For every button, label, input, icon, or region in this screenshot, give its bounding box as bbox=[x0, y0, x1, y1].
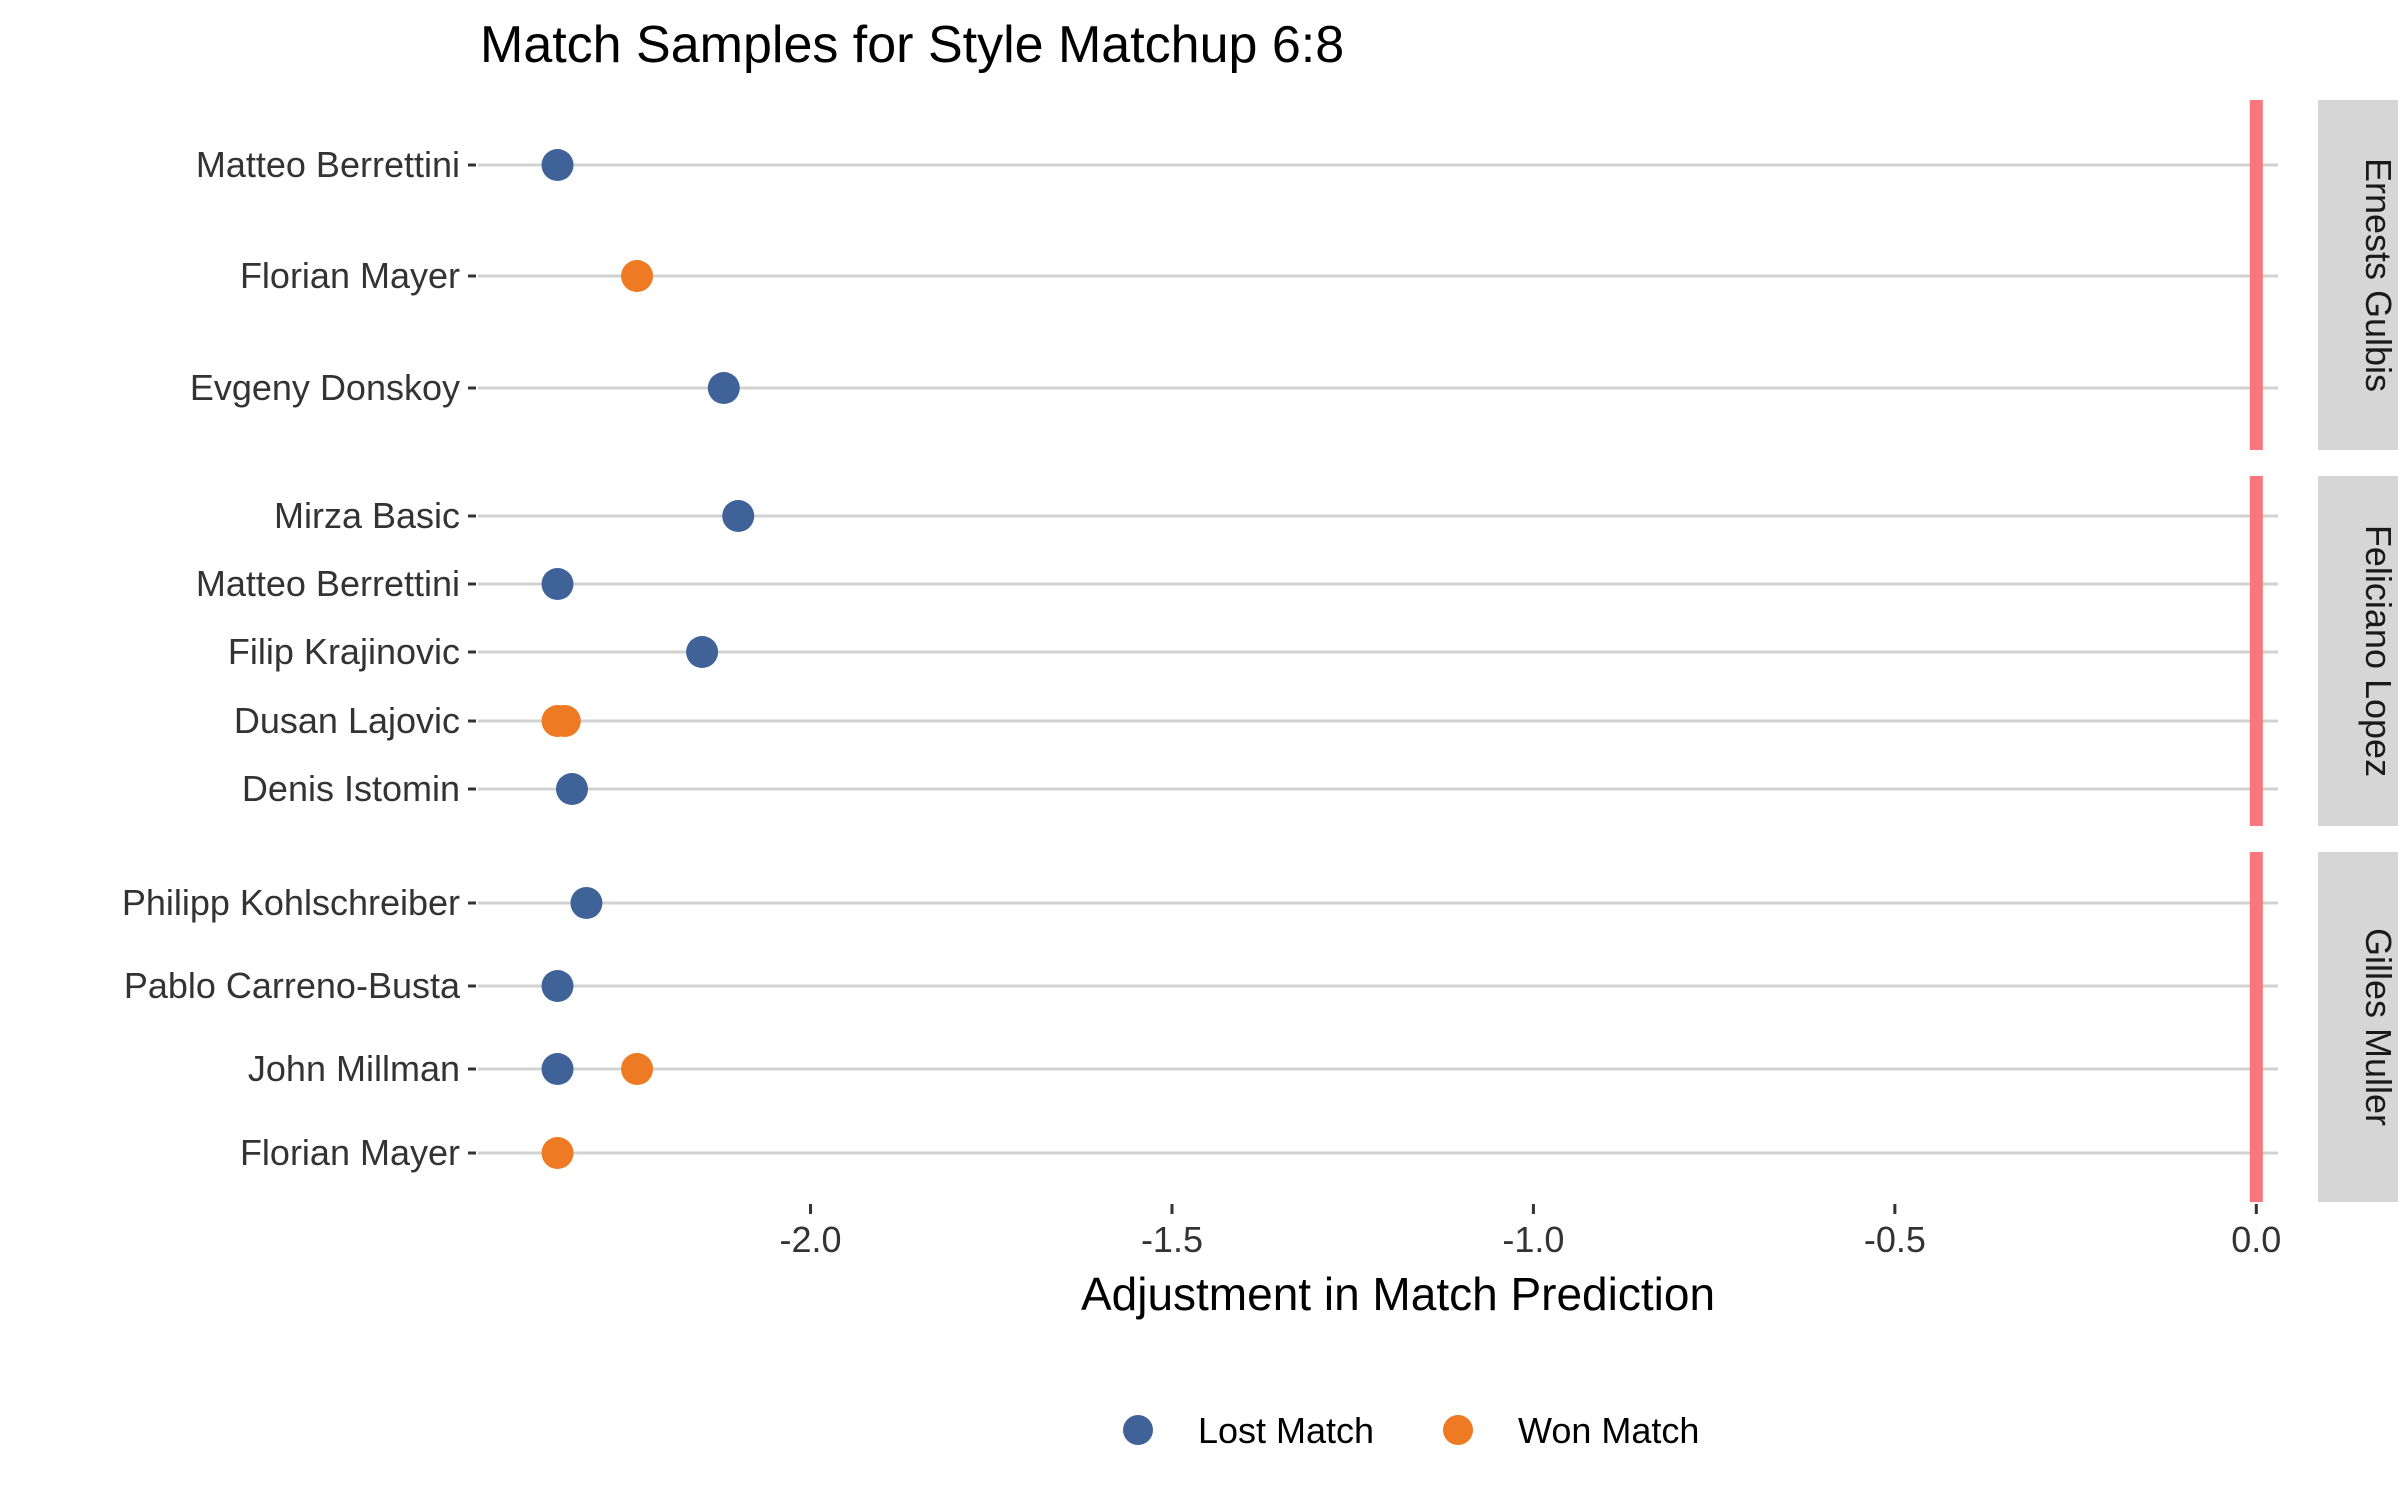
facet-strip-label: Gilles Muller bbox=[2358, 928, 2399, 1126]
facet-panels: Matteo Berrettini Florian Mayer Evgeny Don… bbox=[122, 100, 2399, 1202]
y-tick-label: John Millman bbox=[248, 1048, 460, 1089]
facet-panel: Philipp Kohlschreiber Pablo Carreno-Busta… bbox=[122, 852, 2399, 1202]
facet-strip bbox=[2318, 476, 2398, 826]
legend: Lost Match Won Match bbox=[1123, 1410, 1699, 1451]
y-tick-label: Matteo Berrettini bbox=[196, 144, 460, 185]
x-axis-title: Adjustment in Match Prediction bbox=[1081, 1268, 1715, 1320]
x-tick-label: -2.0 bbox=[780, 1219, 842, 1260]
y-tick-label: Florian Mayer bbox=[240, 1132, 460, 1173]
legend-key-won bbox=[1443, 1415, 1473, 1445]
facet-strip-label: Feliciano Lopez bbox=[2358, 525, 2399, 777]
data-point-won bbox=[621, 1053, 654, 1085]
data-point-lost bbox=[707, 372, 740, 404]
y-tick-label: Philipp Kohlschreiber bbox=[122, 882, 460, 923]
legend-label: Won Match bbox=[1518, 1410, 1699, 1451]
facet-panel: Mirza Basic Matteo Berrettini Filip Krajin… bbox=[196, 476, 2399, 826]
legend-key-lost bbox=[1123, 1415, 1153, 1445]
x-tick-label: -0.5 bbox=[1864, 1219, 1926, 1260]
x-tick-label: 0.0 bbox=[2231, 1219, 2281, 1260]
y-tick-label: Florian Mayer bbox=[240, 255, 460, 296]
y-tick-label: Matteo Berrettini bbox=[196, 563, 460, 604]
data-point-lost bbox=[541, 568, 574, 600]
data-point-lost bbox=[555, 773, 588, 805]
y-tick-label: Denis Istomin bbox=[242, 768, 460, 809]
data-point-lost bbox=[722, 500, 755, 532]
data-point-won bbox=[621, 260, 654, 292]
facet-strip bbox=[2318, 852, 2398, 1202]
y-tick-label: Mirza Basic bbox=[274, 495, 460, 536]
data-point-lost bbox=[541, 970, 574, 1002]
data-point-lost bbox=[541, 1053, 574, 1085]
data-point-won bbox=[541, 1137, 574, 1169]
x-tick-label: -1.0 bbox=[1502, 1219, 1564, 1260]
y-tick-label: Pablo Carreno-Busta bbox=[124, 965, 461, 1006]
y-tick-label: Filip Krajinovic bbox=[228, 631, 460, 672]
facet-strip bbox=[2318, 100, 2398, 450]
y-tick-label: Evgeny Donskoy bbox=[190, 367, 460, 408]
data-point-lost bbox=[686, 636, 719, 668]
legend-label: Lost Match bbox=[1198, 1410, 1374, 1451]
chart-title: Match Samples for Style Matchup 6:8 bbox=[480, 16, 1344, 74]
data-point-lost bbox=[541, 149, 574, 181]
facet-panel: Matteo Berrettini Florian Mayer Evgeny Don… bbox=[190, 100, 2399, 450]
data-point-lost bbox=[570, 887, 603, 919]
x-tick-label: -1.5 bbox=[1141, 1219, 1203, 1260]
x-axis: -2.0 -1.5 -1.0 -0.5 0.0 bbox=[780, 1204, 2281, 1260]
facet-strip-label: Ernests Gulbis bbox=[2358, 158, 2399, 392]
y-tick-label: Dusan Lajovic bbox=[234, 700, 460, 741]
data-point-won bbox=[548, 705, 581, 737]
